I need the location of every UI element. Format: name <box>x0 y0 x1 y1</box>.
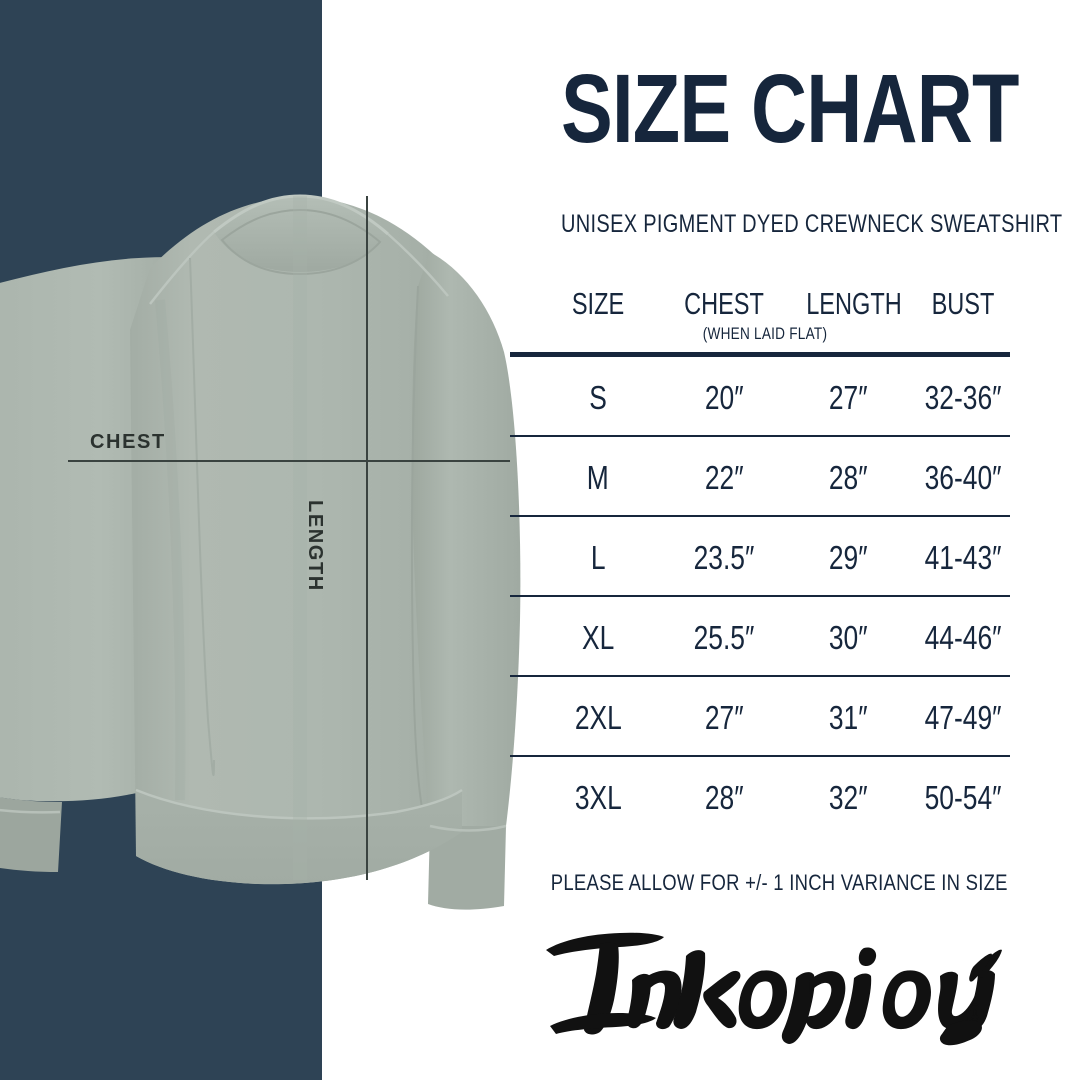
row-separator <box>510 675 1010 677</box>
table-row: M 22″ 28″ 36-40″ <box>510 437 1020 517</box>
table-row: XL 25.5″ 30″ 44-46″ <box>510 597 1020 677</box>
cell-size: L <box>590 538 606 576</box>
table-row: L 23.5″ 29″ 41-43″ <box>510 517 1020 597</box>
cell-length: 30″ <box>828 618 868 656</box>
chest-measurement-label: CHEST <box>90 431 166 453</box>
row-separator <box>510 755 1010 757</box>
size-chart-panel: SIZE CHART UNISEX PIGMENT DYED CREWNECK … <box>510 0 1063 1080</box>
length-measurement-label: LENGTH <box>304 500 326 592</box>
cell-chest: 25.5″ <box>693 618 755 656</box>
svg-text:R: R <box>972 1008 978 1018</box>
column-note-when-laid-flat: (WHEN LAID FLAT) <box>702 324 828 343</box>
page-title: SIZE CHART <box>561 54 1019 163</box>
cell-bust: 50-54″ <box>924 778 1002 816</box>
length-measurement-line <box>366 196 368 880</box>
table-header-rule <box>510 352 1010 357</box>
table-row: S 20″ 27″ 32-36″ <box>510 357 1020 437</box>
cell-length: 27″ <box>828 378 868 416</box>
cell-bust: 44-46″ <box>924 618 1002 656</box>
cell-chest: 23.5″ <box>693 538 755 576</box>
cell-bust: 41-43″ <box>924 538 1002 576</box>
table-header-row: SIZE CHEST LENGTH BUST (WHEN LAID FLAT) <box>510 288 1020 350</box>
chest-measurement-line <box>68 460 510 462</box>
cell-bust: 47-49″ <box>924 698 1002 736</box>
registered-trademark-mark: R <box>966 1003 984 1021</box>
cell-bust: 36-40″ <box>924 458 1002 496</box>
variance-disclaimer: PLEASE ALLOW FOR +/- 1 INCH VARIANCE IN … <box>550 870 1008 895</box>
cell-size: 3XL <box>574 778 622 816</box>
row-separator <box>510 435 1010 437</box>
sweatshirt-product-photo <box>0 194 521 910</box>
cell-chest: 20″ <box>704 378 744 416</box>
cell-size: XL <box>581 618 615 656</box>
column-header-bust: BUST <box>931 286 995 321</box>
cell-chest: 28″ <box>704 778 744 816</box>
cell-length: 28″ <box>828 458 868 496</box>
cell-bust: 32-36″ <box>924 378 1002 416</box>
cell-chest: 22″ <box>704 458 744 496</box>
column-header-chest: CHEST <box>684 286 764 321</box>
column-header-size: SIZE <box>571 286 625 321</box>
cell-size: 2XL <box>574 698 622 736</box>
column-header-length: LENGTH <box>806 286 902 321</box>
cell-length: 29″ <box>828 538 868 576</box>
row-separator <box>510 595 1010 597</box>
page-subtitle: UNISEX PIGMENT DYED CREWNECK SWEATSHIRT <box>561 210 1063 238</box>
cell-size: S <box>589 378 607 416</box>
table-row: 3XL 28″ 32″ 50-54″ <box>510 757 1020 837</box>
cell-size: M <box>587 458 609 496</box>
table-row: 2XL 27″ 31″ 47-49″ <box>510 677 1020 757</box>
brand-logo-inkopious: R <box>528 918 1002 1046</box>
cell-length: 31″ <box>828 698 868 736</box>
row-separator <box>510 515 1010 517</box>
cell-length: 32″ <box>828 778 868 816</box>
cell-chest: 27″ <box>704 698 744 736</box>
table-body: S 20″ 27″ 32-36″ M 22″ 28″ 36-40″ L 23.5… <box>510 357 1020 837</box>
